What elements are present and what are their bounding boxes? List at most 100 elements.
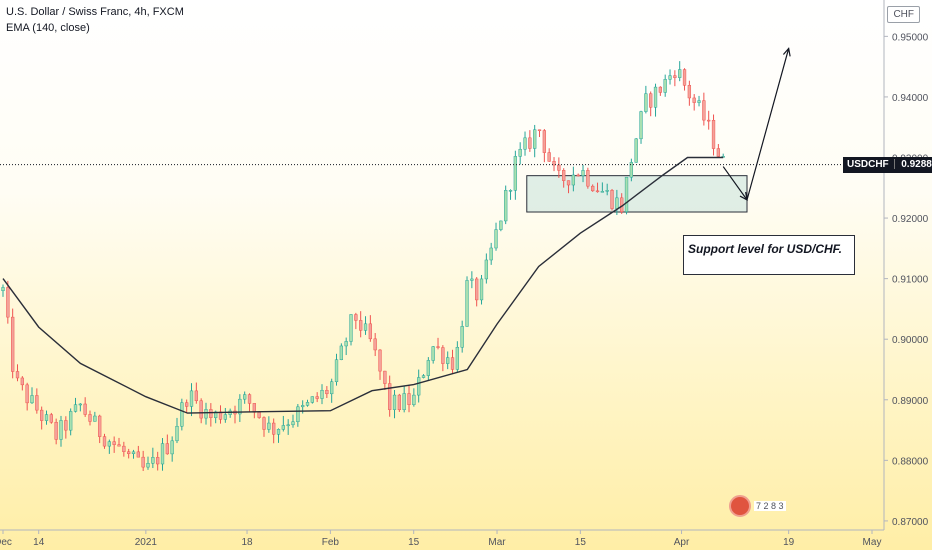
candle[interactable] (523, 131, 527, 156)
candle[interactable] (44, 410, 49, 425)
candle[interactable] (489, 242, 493, 265)
candle[interactable] (252, 403, 256, 419)
candle[interactable] (687, 80, 692, 106)
candle[interactable] (417, 369, 421, 403)
candle[interactable] (388, 375, 392, 417)
candle[interactable] (156, 451, 160, 471)
candle[interactable] (673, 70, 677, 87)
candle[interactable] (465, 276, 469, 327)
candle[interactable] (518, 142, 522, 165)
candle[interactable] (11, 308, 15, 379)
candle[interactable] (605, 183, 609, 196)
candle[interactable] (349, 314, 353, 346)
candle[interactable] (344, 337, 348, 356)
candle[interactable] (286, 419, 290, 435)
candle[interactable] (93, 411, 97, 422)
candle[interactable] (175, 417, 179, 444)
candle[interactable] (426, 357, 431, 381)
candle[interactable] (339, 343, 343, 361)
annotation-box[interactable]: Support level for USD/CHF. (683, 235, 855, 275)
candle[interactable] (64, 416, 68, 439)
candle[interactable] (508, 189, 513, 200)
candle[interactable] (291, 414, 295, 428)
candle[interactable] (315, 392, 319, 403)
candle[interactable] (98, 414, 102, 444)
candle[interactable] (368, 315, 372, 342)
candle[interactable] (629, 158, 634, 182)
candle[interactable] (383, 370, 387, 390)
candle[interactable] (610, 188, 614, 211)
candle[interactable] (49, 412, 53, 424)
candle[interactable] (431, 346, 435, 364)
candle[interactable] (136, 445, 140, 458)
candle[interactable] (354, 312, 358, 330)
candle[interactable] (218, 405, 223, 424)
candle[interactable] (566, 180, 571, 194)
candle[interactable] (296, 404, 300, 427)
candle[interactable] (243, 391, 247, 404)
candle[interactable] (54, 418, 58, 445)
candle[interactable] (247, 393, 252, 412)
candle[interactable] (436, 337, 440, 350)
candle[interactable] (407, 385, 411, 413)
candle[interactable] (83, 397, 87, 417)
candle[interactable] (73, 397, 78, 413)
candle[interactable] (716, 144, 721, 158)
candle[interactable] (267, 416, 271, 433)
candle[interactable] (576, 173, 580, 177)
candle[interactable] (170, 436, 174, 462)
candle[interactable] (281, 415, 285, 432)
candle[interactable] (194, 382, 198, 404)
candle[interactable] (204, 402, 208, 425)
candle[interactable] (15, 364, 20, 382)
candle[interactable] (460, 320, 464, 353)
candle[interactable] (392, 389, 397, 419)
candle[interactable] (189, 383, 194, 417)
candle[interactable] (223, 407, 227, 423)
candle[interactable] (185, 399, 189, 414)
candle[interactable] (533, 124, 537, 158)
candle[interactable] (421, 374, 426, 379)
candle[interactable] (25, 382, 29, 411)
candle[interactable] (102, 433, 107, 449)
candle[interactable] (117, 437, 121, 447)
candle[interactable] (363, 316, 368, 335)
candle[interactable] (484, 253, 489, 284)
candle[interactable] (122, 441, 126, 457)
candle[interactable] (209, 403, 213, 427)
candle[interactable] (373, 333, 377, 357)
candle[interactable] (165, 434, 169, 455)
candle[interactable] (233, 405, 237, 424)
candle[interactable] (513, 150, 518, 200)
candle[interactable] (272, 418, 276, 444)
candle[interactable] (127, 448, 131, 459)
candle[interactable] (547, 148, 551, 162)
candle[interactable] (359, 311, 363, 338)
candle[interactable] (131, 449, 136, 459)
indicator-label[interactable]: EMA (140, close) (6, 22, 90, 34)
candle[interactable] (6, 280, 10, 324)
candle[interactable] (624, 176, 629, 215)
candle[interactable] (707, 110, 711, 130)
candle[interactable] (649, 91, 653, 117)
candle[interactable] (146, 456, 150, 470)
candle[interactable] (678, 61, 682, 82)
candle[interactable] (639, 110, 643, 144)
candle[interactable] (711, 114, 716, 156)
candle[interactable] (378, 349, 382, 380)
candle[interactable] (30, 387, 34, 404)
candle[interactable] (702, 92, 706, 126)
candle[interactable] (504, 185, 508, 225)
candle[interactable] (653, 83, 658, 117)
candle[interactable] (141, 450, 145, 471)
candle[interactable] (107, 439, 111, 454)
candle[interactable] (450, 349, 455, 374)
candle[interactable] (571, 166, 576, 192)
candle[interactable] (59, 415, 63, 447)
candle[interactable] (446, 351, 450, 370)
candle[interactable] (479, 274, 484, 305)
candle[interactable] (562, 168, 566, 188)
candle[interactable] (528, 130, 532, 152)
